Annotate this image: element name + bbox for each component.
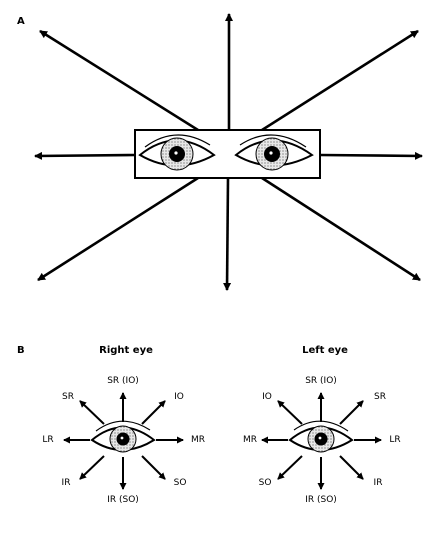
- left-eye-label-up: SR (IO): [305, 376, 337, 386]
- left-eye-label-right: LR: [389, 435, 401, 445]
- left-eye-title: Left eye: [302, 345, 348, 356]
- right-eye-label-up: SR (IO): [107, 376, 139, 386]
- panel-a-right-eye-icon: [138, 134, 216, 171]
- panel-b-right-eye-arrows: [63, 392, 184, 490]
- arrow-lower-right: [261, 176, 421, 282]
- right-eye-label-lower-left: IR: [61, 478, 71, 488]
- arrow-upper-left: [39, 29, 199, 132]
- right-eye-label-right: MR: [190, 435, 206, 445]
- arrow-down: [223, 177, 232, 291]
- right-eye-label-upper-right: IO: [174, 392, 184, 402]
- left-eye-label-down: IR (SO): [305, 495, 337, 505]
- left-eye-label-lower-right: IR: [373, 478, 383, 488]
- arrow-lower-left: [37, 176, 199, 282]
- left-eye-label-upper-left: IO: [262, 392, 272, 402]
- panel-a-left-eye-icon: [234, 134, 314, 171]
- panel-a-arrows: [34, 13, 423, 291]
- arrow-right: [319, 151, 423, 160]
- right-eye-label-lower-right: SO: [173, 478, 187, 488]
- left-eye-label-left: MR: [242, 435, 258, 445]
- right-eye-label-down: IR (SO): [107, 495, 139, 505]
- right-eye-label-left: LR: [42, 435, 54, 445]
- panel-b-left-eye-icon: [288, 420, 354, 453]
- right-eye-title: Right eye: [99, 345, 153, 356]
- panel-b-right-eye-icon: [90, 420, 156, 453]
- panel-b-left-eye-arrows: [261, 392, 382, 490]
- panel-a-label: A: [17, 16, 25, 27]
- right-eye-label-upper-left: SR: [62, 392, 74, 402]
- panel-b-label: B: [17, 345, 25, 356]
- left-eye-label-lower-left: SO: [258, 478, 272, 488]
- arrow-upper-right: [261, 29, 419, 132]
- left-eye-label-upper-right: SR: [374, 392, 386, 402]
- arrow-left: [34, 151, 136, 160]
